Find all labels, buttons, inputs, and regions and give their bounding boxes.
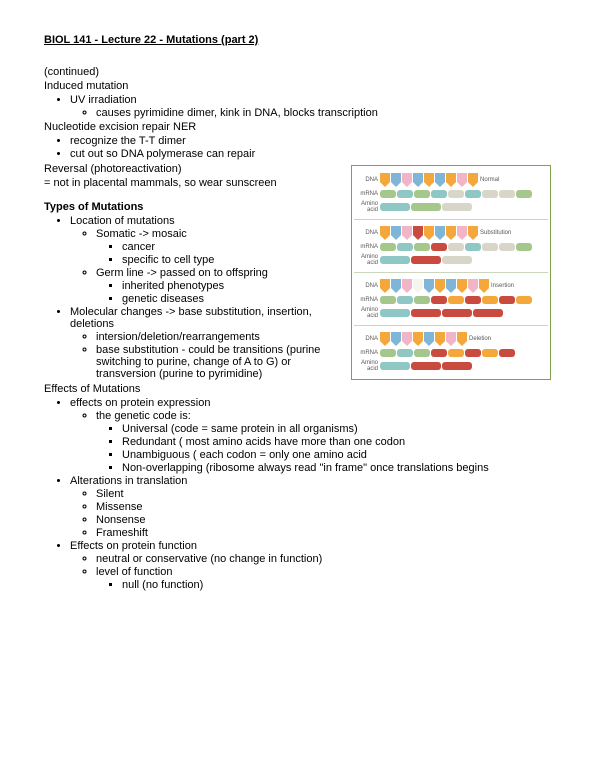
- germ-label: Germ line -> passed on to offspring: [96, 267, 268, 279]
- somatic-label: Somatic -> mosaic: [96, 228, 187, 240]
- page-title: BIOL 141 - Lecture 22 - Mutations (part …: [44, 34, 551, 46]
- somatic-item: Somatic -> mosaic cancer specific to cel…: [96, 228, 343, 266]
- gc-unambiguous: Unambiguous ( each codon = only one amin…: [122, 449, 551, 461]
- fn-level-label: level of function: [96, 566, 172, 578]
- germ-diseases: genetic diseases: [122, 293, 343, 305]
- types-heading: Types of Mutations: [44, 201, 343, 213]
- page: BIOL 141 - Lecture 22 - Mutations (part …: [0, 0, 595, 622]
- molecular-item: Molecular changes -> base substitution, …: [70, 306, 343, 380]
- uv-sublist: causes pyrimidine dimer, kink in DNA, bl…: [70, 107, 551, 119]
- ner-item-2: cut out so DNA polymerase can repair: [70, 148, 551, 160]
- effects-heading: Effects of Mutations: [44, 383, 551, 395]
- alterations-item: Alterations in translation Silent Missen…: [70, 475, 551, 539]
- germ-sublist: inherited phenotypes genetic diseases: [96, 280, 343, 305]
- protein-function-item: Effects on protein function neutral or c…: [70, 540, 551, 591]
- induced-list: UV irradiation causes pyrimidine dimer, …: [44, 94, 551, 119]
- uv-detail: causes pyrimidine dimer, kink in DNA, bl…: [96, 107, 551, 119]
- alterations-label: Alterations in translation: [70, 475, 187, 487]
- germ-item: Germ line -> passed on to offspring inhe…: [96, 267, 343, 305]
- ner-list: recognize the T-T dimer cut out so DNA p…: [44, 135, 551, 160]
- alt-missense: Missense: [96, 501, 551, 513]
- mutation-diagram: DNANormalmRNAAmino acidDNASubstitutionmR…: [351, 165, 551, 380]
- somatic-cancer: cancer: [122, 241, 343, 253]
- protein-expression-label: effects on protein expression: [70, 397, 210, 409]
- continued-label: (continued): [44, 66, 551, 78]
- alt-nonsense: Nonsense: [96, 514, 551, 526]
- figure-column: DNANormalmRNAAmino acidDNASubstitutionmR…: [351, 161, 551, 381]
- molecular-label: Molecular changes -> base substitution, …: [70, 306, 312, 330]
- somatic-celltype: specific to cell type: [122, 254, 343, 266]
- gc-nonoverlap: Non-overlapping (ribosome always read "i…: [122, 462, 551, 474]
- content-row: Reversal (photoreactivation) = not in pl…: [44, 161, 551, 381]
- alterations-sublist: Silent Missense Nonsense Frameshift: [70, 488, 551, 539]
- fn-null: null (no function): [122, 579, 551, 591]
- fn-level-sublist: null (no function): [96, 579, 551, 591]
- gc-redundant: Redundant ( most amino acids have more t…: [122, 436, 551, 448]
- alt-frameshift: Frameshift: [96, 527, 551, 539]
- somatic-sublist: cancer specific to cell type: [96, 241, 343, 266]
- location-item: Location of mutations Somatic -> mosaic …: [70, 215, 343, 305]
- fn-level: level of function null (no function): [96, 566, 551, 591]
- fn-neutral: neutral or conservative (no change in fu…: [96, 553, 551, 565]
- molecular-sublist: intersion/deletion/rearrangements base s…: [70, 331, 343, 380]
- molec-rearrange: intersion/deletion/rearrangements: [96, 331, 343, 343]
- ner-item-1: recognize the T-T dimer: [70, 135, 551, 147]
- germ-inherited: inherited phenotypes: [122, 280, 343, 292]
- reversal-heading: Reversal (photoreactivation): [44, 163, 343, 175]
- protein-expression-item: effects on protein expression the geneti…: [70, 397, 551, 474]
- genetic-code-sublist: Universal (code = same protein in all or…: [96, 423, 551, 474]
- effects-list: effects on protein expression the geneti…: [44, 397, 551, 591]
- molec-substitution: base substitution - could be transitions…: [96, 344, 343, 380]
- location-label: Location of mutations: [70, 215, 175, 227]
- text-column: Reversal (photoreactivation) = not in pl…: [44, 161, 343, 381]
- protein-function-sublist: neutral or conservative (no change in fu…: [70, 553, 551, 591]
- alt-silent: Silent: [96, 488, 551, 500]
- types-list: Location of mutations Somatic -> mosaic …: [44, 215, 343, 380]
- uv-label: UV irradiation: [70, 94, 137, 106]
- genetic-code-item: the genetic code is: Universal (code = s…: [96, 410, 551, 474]
- ner-heading: Nucleotide excision repair NER: [44, 121, 551, 133]
- genetic-code-list: the genetic code is: Universal (code = s…: [70, 410, 551, 474]
- reversal-note: = not in placental mammals, so wear suns…: [44, 177, 343, 189]
- induced-heading: Induced mutation: [44, 80, 551, 92]
- location-sublist: Somatic -> mosaic cancer specific to cel…: [70, 228, 343, 305]
- protein-function-label: Effects on protein function: [70, 540, 197, 552]
- genetic-code-label: the genetic code is:: [96, 410, 191, 422]
- uv-item: UV irradiation causes pyrimidine dimer, …: [70, 94, 551, 119]
- gc-universal: Universal (code = same protein in all or…: [122, 423, 551, 435]
